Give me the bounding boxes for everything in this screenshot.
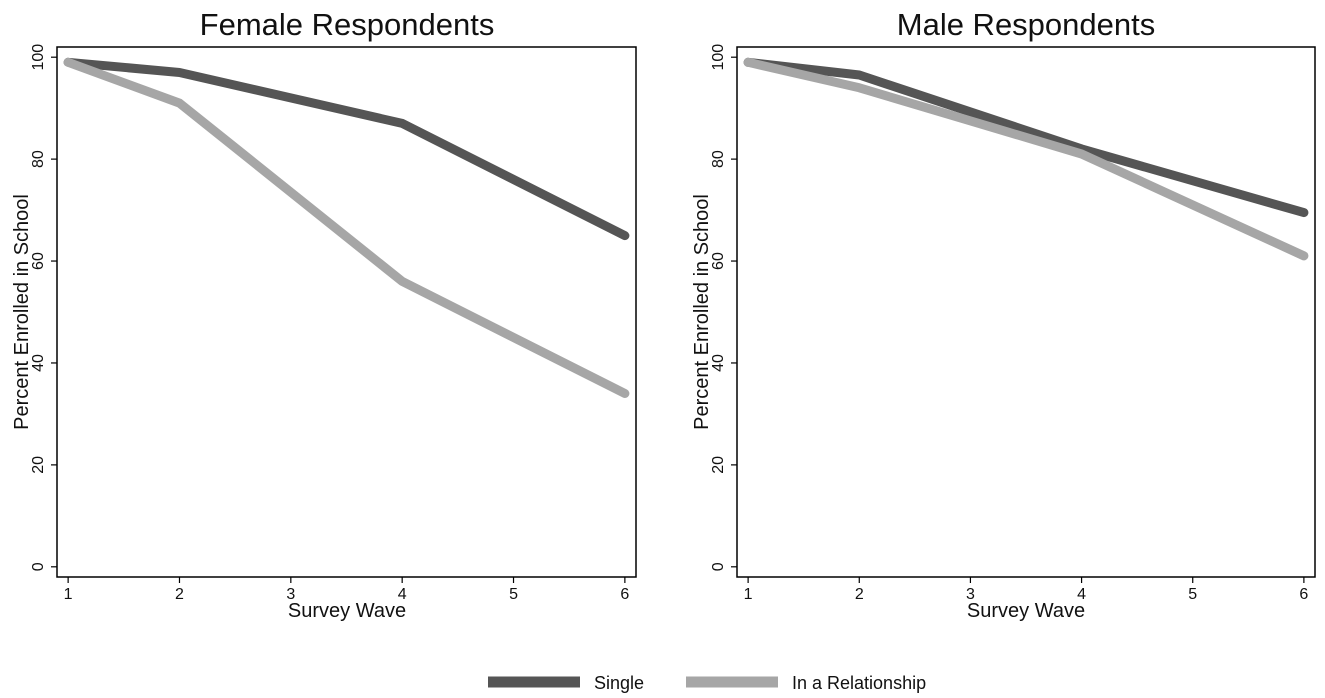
y-ticks: 0 20 40 60 80 100 — [30, 44, 57, 571]
y-tick-label: 100 — [30, 44, 47, 71]
plot-frame — [56, 46, 637, 578]
series-layer — [63, 57, 630, 398]
x-tick-label: 1 — [744, 586, 753, 603]
legend-label-single: Single — [594, 673, 644, 693]
y-tick-label: 100 — [710, 44, 727, 71]
y-tick-label: 20 — [710, 456, 727, 474]
y-tick-label: 20 — [30, 456, 47, 474]
x-tick-label: 2 — [175, 586, 184, 603]
y-tick-label: 60 — [710, 252, 727, 270]
legend-label-relationship: In a Relationship — [792, 673, 926, 693]
y-tick-label: 80 — [30, 150, 47, 168]
x-tick-label: 6 — [620, 586, 629, 603]
series-line-in-a-relationship — [63, 57, 630, 398]
x-tick-label: 3 — [286, 586, 295, 603]
series-line-single — [743, 57, 1309, 218]
y-tick-label: 40 — [30, 354, 47, 372]
x-tick-label: 3 — [966, 586, 975, 603]
y-ticks: 0 20 40 60 80 100 — [710, 44, 737, 571]
x-tick-label: 6 — [1299, 586, 1308, 603]
x-ticks: 1 2 3 4 5 6 — [64, 577, 629, 603]
plot-frame — [736, 46, 1316, 578]
x-tick-label: 4 — [398, 586, 407, 603]
series-layer — [743, 57, 1309, 261]
y-tick-label: 40 — [710, 354, 727, 372]
y-tick-label: 0 — [710, 562, 727, 571]
x-axis-label: Survey Wave — [967, 600, 1085, 622]
x-tick-label: 5 — [509, 586, 518, 603]
panel-male: Male Respondents 1 2 3 4 5 6 0 20 40 60 80 100 Sur… — [691, 7, 1316, 622]
panel-female: Female Respondents 1 2 3 4 5 6 0 20 40 60 80 100 S… — [11, 7, 637, 622]
panel-title: Female Respondents — [200, 7, 495, 42]
y-axis-label: Percent Enrolled in School — [691, 194, 713, 430]
series-line-in-a-relationship — [743, 57, 1309, 261]
series-line-single — [63, 57, 630, 241]
y-axis-label: Percent Enrolled in School — [11, 194, 33, 430]
x-axis-label: Survey Wave — [288, 600, 406, 622]
y-tick-label: 60 — [30, 252, 47, 270]
y-tick-label: 80 — [710, 150, 727, 168]
x-ticks: 1 2 3 4 5 6 — [744, 577, 1308, 603]
x-tick-label: 5 — [1188, 586, 1197, 603]
x-tick-label: 1 — [64, 586, 73, 603]
x-tick-label: 2 — [855, 586, 864, 603]
panel-title: Male Respondents — [897, 7, 1156, 42]
legend: Single In a Relationship — [488, 673, 926, 693]
y-tick-label: 0 — [30, 562, 47, 571]
x-tick-label: 4 — [1077, 586, 1086, 603]
